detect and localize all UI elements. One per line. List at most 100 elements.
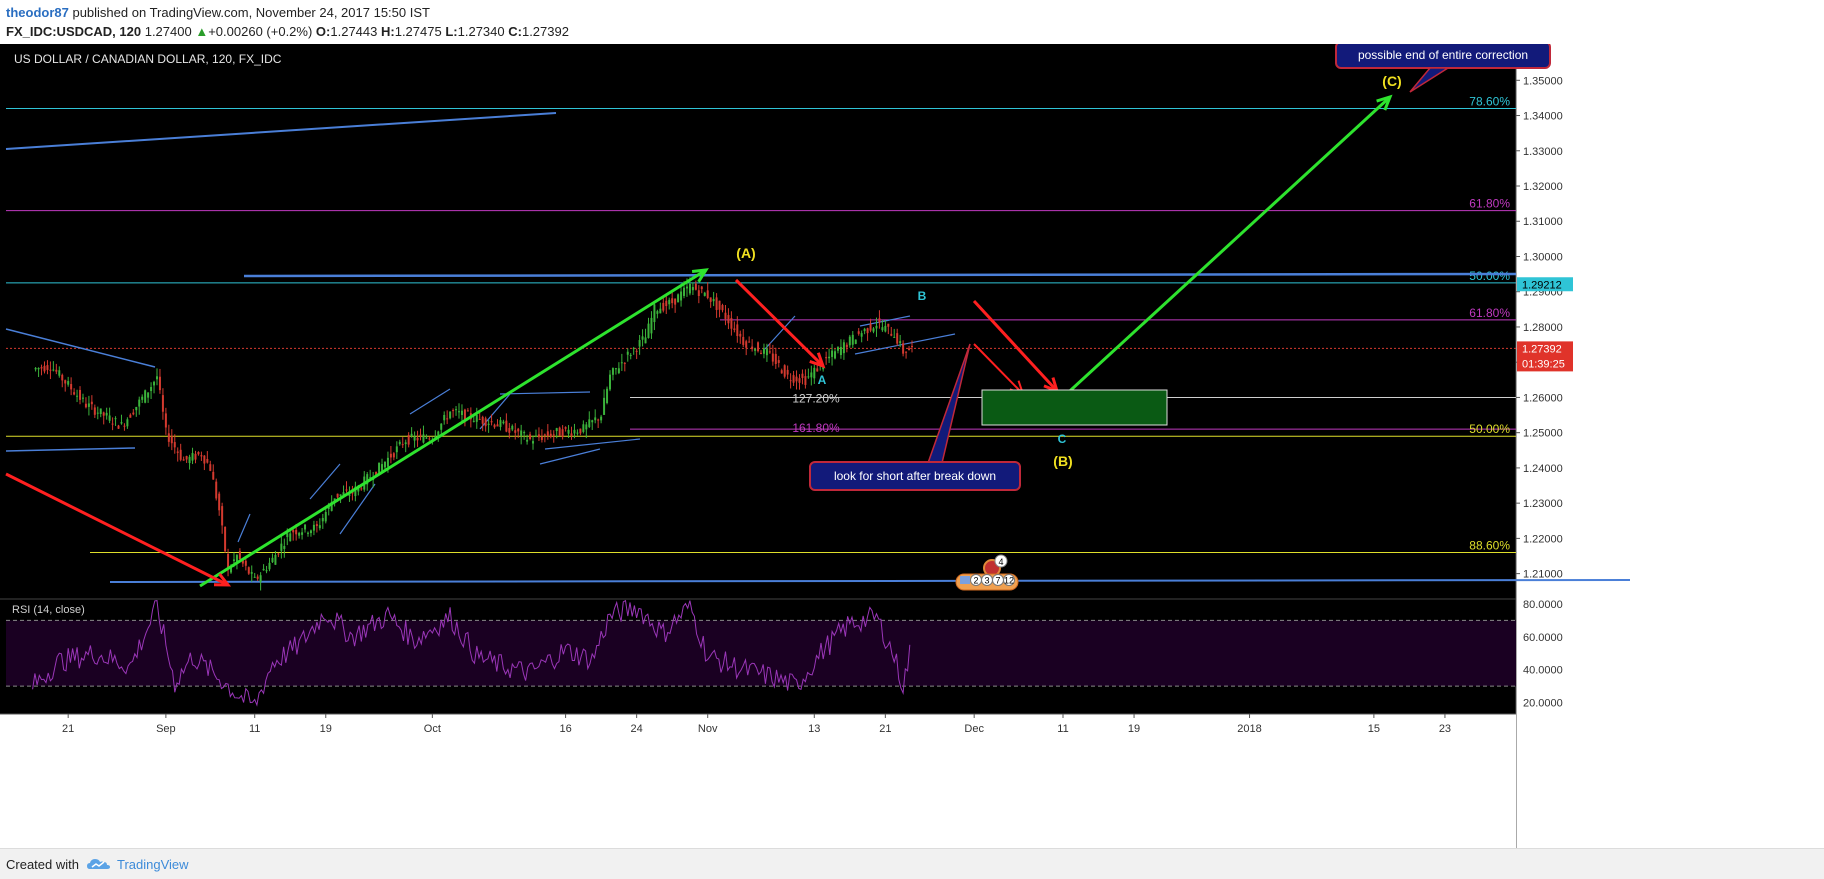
candle-body [354,486,357,497]
candle-body [286,533,289,538]
candle-body [298,532,301,536]
candle-body [58,370,61,376]
candle-body [899,341,902,344]
candle-body [194,453,197,460]
candle-body [73,392,76,395]
tradingview-link[interactable]: TradingView [117,857,189,872]
candle-body [685,286,688,289]
candle-body [179,449,182,460]
candle-body [410,433,413,436]
candle-body [884,325,887,332]
candle-body [783,365,786,377]
candle-body [653,304,656,323]
candle-body [603,397,606,415]
candle-body [452,410,455,412]
candle-body [235,555,238,564]
candle-body [523,432,526,434]
candle-body [896,333,899,344]
y-tick-label: 1.28000 [1523,322,1563,334]
candle-body [647,323,650,338]
candle-body [466,410,469,412]
candle-body [170,435,173,444]
candle-body [543,434,546,436]
triangle-line [544,438,641,450]
candle-body [407,434,410,445]
x-tick-label: Oct [424,723,441,735]
candle-body [336,493,339,498]
candle-body [620,362,623,364]
candle-body [762,348,765,354]
candle-body [398,441,401,445]
candle-body [392,453,395,458]
minor-b-label: B [918,289,927,303]
x-tick-label: 15 [1368,723,1380,735]
candle-body [754,349,757,351]
candle-body [807,376,810,378]
y-tick-label: 1.30000 [1523,251,1563,263]
candle-body [857,331,860,334]
candle-body [573,429,576,434]
candle-body [475,414,478,422]
price-axis-panel [1516,44,1824,848]
price-chart[interactable]: 1.35000 1.34000 1.33000 1.32000 1.31000 1.300… [0,44,1824,848]
author-link[interactable]: theodor87 [6,5,69,20]
candle-body [626,351,629,355]
candle-body [76,395,79,397]
event-count-badge [994,554,1008,568]
candle-body [218,493,221,511]
open-value: 1.27443 [330,24,378,39]
candle-body [674,298,677,305]
event-badge [1003,574,1015,586]
candle-body [250,572,253,574]
candle-body [79,389,82,400]
candle-body [739,333,742,337]
candle-body [324,511,327,522]
candle-body [691,287,694,291]
candle-body [120,422,123,424]
candle-body [375,471,378,476]
candle-body [887,323,890,327]
candle-body [383,461,386,468]
candle-body [680,291,683,301]
candle-body [878,318,881,323]
candle-body [700,286,703,290]
candle-body [650,317,653,334]
candle-body [481,416,484,424]
wedge-upper-line [5,328,156,368]
rsi-band-fill [6,620,1516,687]
candle-body [872,328,875,332]
candle-body [321,517,324,522]
candle-body [774,353,777,365]
candle-body [34,368,37,370]
candle-body [860,333,863,337]
green-wave-arrow-head [691,268,709,283]
candle-body [164,413,167,428]
candle-body [792,375,795,383]
rsi-line [32,599,911,707]
candle-body [416,437,419,441]
candle-body [117,425,120,429]
candle-body [831,350,834,357]
candle-body [395,446,398,453]
x-tick-label: Nov [698,723,718,735]
y-tick-label: 1.24000 [1523,463,1563,475]
candle-body [534,435,537,437]
candle-body [43,365,46,372]
publish-line: theodor87 published on TradingView.com, … [6,5,430,20]
current-price-tag: 1.27392 [1522,343,1562,355]
event-badge-label: 12 [1004,576,1014,586]
candle-body [585,424,588,430]
candle-body [458,411,460,413]
candle-body [185,456,188,460]
candle-body [472,420,475,422]
candle-body [845,344,848,348]
publish-info: published on TradingView.com, November 2… [72,5,430,20]
low-label: L: [445,24,458,39]
candle-body [863,328,866,332]
y-tick-label: 1.35000 [1523,75,1563,87]
candle-body [890,333,893,336]
candle-body [360,488,363,490]
x-tick-label: 23 [1439,723,1451,735]
candle-body [810,372,813,378]
candle-body [576,432,579,434]
